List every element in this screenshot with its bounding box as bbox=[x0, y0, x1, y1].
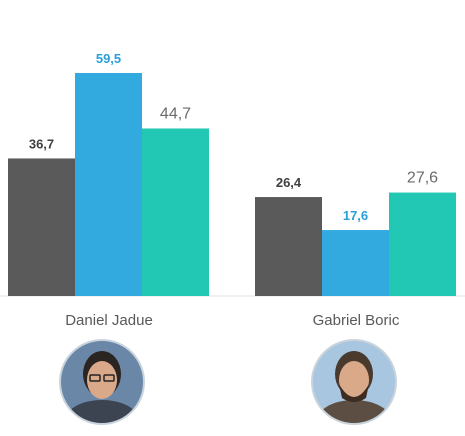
candidate-photo-1-icon bbox=[59, 339, 145, 425]
category-labels-group: Daniel Jadue Gabriel Boric bbox=[65, 312, 400, 329]
value-label-2-2: 17,6 bbox=[343, 208, 368, 223]
bar-1-3 bbox=[142, 128, 209, 296]
value-label-2-1: 26,4 bbox=[276, 175, 302, 190]
value-label-2-3: 27,6 bbox=[407, 170, 438, 187]
bar-2-1 bbox=[255, 197, 322, 296]
category-label-2: Gabriel Boric bbox=[313, 312, 400, 329]
candidate-photo-2-icon bbox=[311, 339, 397, 425]
value-label-1-3: 44,7 bbox=[160, 105, 191, 122]
value-label-1-2: 59,5 bbox=[96, 51, 121, 66]
bar-2-3 bbox=[389, 192, 456, 296]
candidate-photos-group bbox=[59, 339, 397, 425]
value-labels-group: 36,7 59,5 44,7 26,4 17,6 27,6 bbox=[29, 51, 438, 223]
bar-1-2 bbox=[75, 73, 142, 296]
value-label-1-1: 36,7 bbox=[29, 136, 54, 151]
category-label-1: Daniel Jadue bbox=[65, 312, 153, 329]
bar-2-2 bbox=[322, 230, 389, 296]
bar-1-1 bbox=[8, 158, 75, 296]
bars-group bbox=[8, 73, 456, 296]
